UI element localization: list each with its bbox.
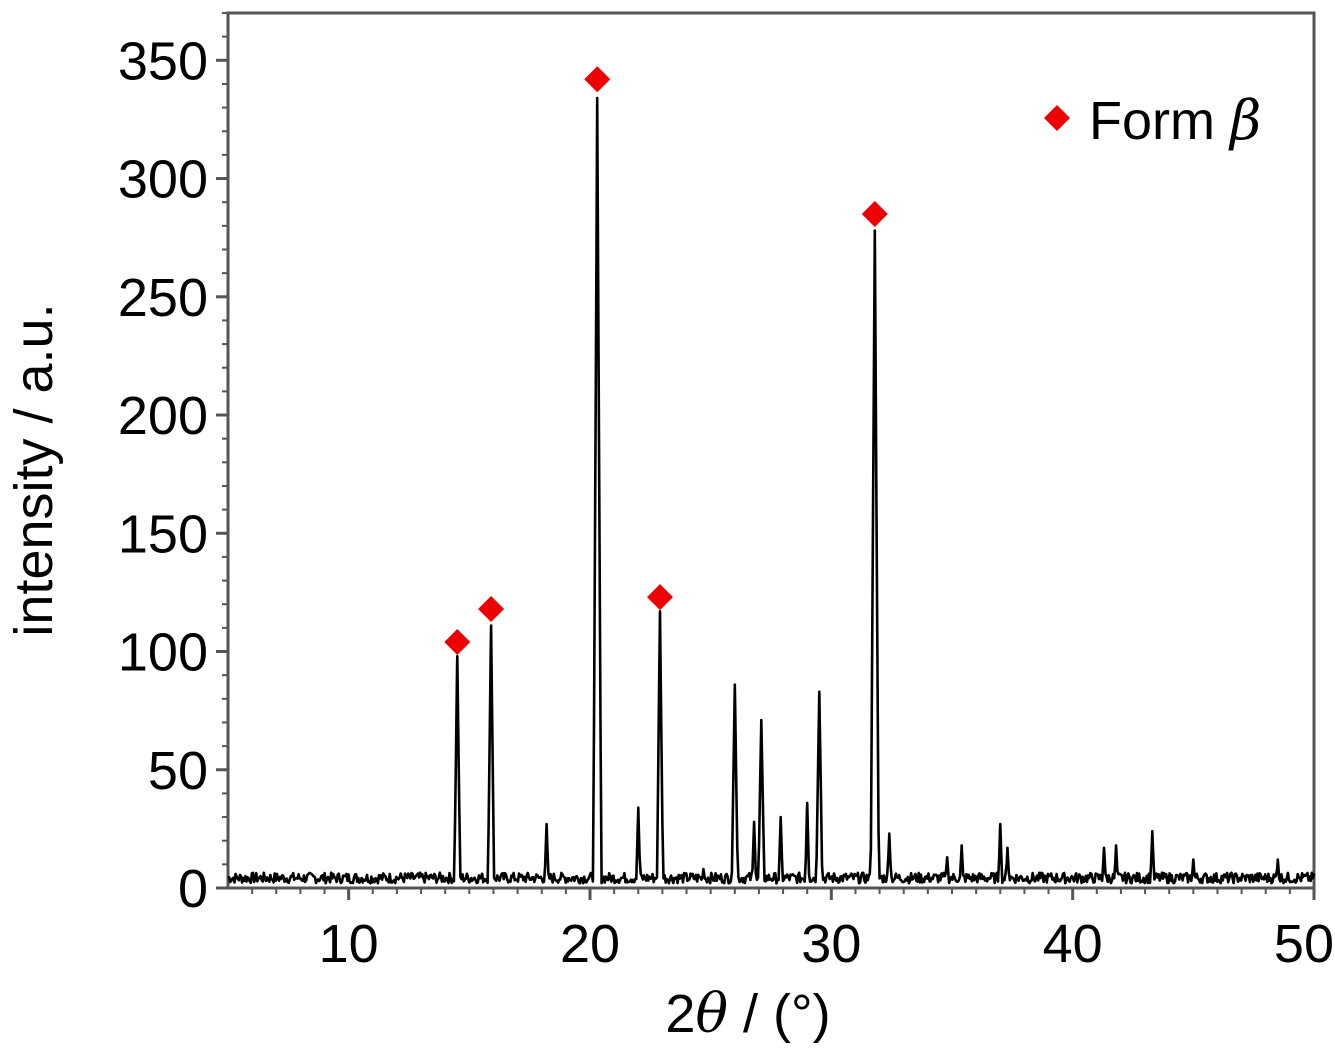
legend: Form β: [1044, 89, 1261, 152]
y-tick-label: 0: [178, 859, 208, 919]
x-axis-title-symbol: θ: [695, 982, 728, 1045]
form-beta-marker: [444, 629, 471, 656]
form-beta-marker: [646, 584, 673, 611]
plot-area-frame: [226, 11, 1316, 890]
y-tick-label: 250: [118, 268, 208, 328]
y-axis: 0 50 100 150 200 250 300 350: [118, 12, 228, 919]
y-tick-label: 300: [118, 150, 208, 210]
x-tick-label: 30: [801, 914, 861, 974]
x-tick-label: 50: [1274, 914, 1334, 974]
y-tick-label: 350: [118, 31, 208, 91]
x-tick-label: 40: [1043, 914, 1103, 974]
y-tick-label: 150: [118, 504, 208, 564]
legend-label-text: Form: [1089, 91, 1230, 151]
y-tick-label: 100: [118, 623, 208, 683]
y-tick-label: 50: [148, 741, 208, 801]
legend-entry-label: Form β: [1089, 89, 1261, 152]
diffraction-pattern-line: [227, 96, 1316, 885]
x-tick-label: 10: [319, 914, 379, 974]
x-axis: 10 20 30 40 50: [251, 888, 1334, 974]
y-axis-title: intensity / a.u.: [4, 303, 64, 636]
legend-marker-diamond-icon: [1044, 105, 1070, 131]
x-axis-title-prefix: 2: [665, 984, 695, 1044]
x-tick-label: 20: [560, 914, 620, 974]
form-beta-marker: [584, 66, 611, 93]
form-beta-marker: [861, 201, 888, 228]
legend-label-symbol: β: [1228, 89, 1261, 152]
form-beta-markers: [444, 66, 888, 656]
x-axis-title: 2θ / (°): [665, 982, 830, 1045]
form-beta-marker: [478, 595, 505, 622]
y-tick-label: 200: [118, 386, 208, 446]
x-axis-title-suffix: / (°): [728, 984, 831, 1044]
